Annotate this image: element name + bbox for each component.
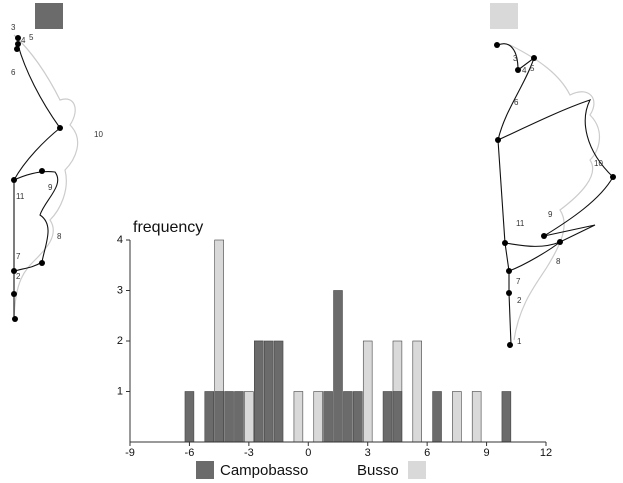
left-specimen-swatch <box>35 3 63 29</box>
legend-label: Busso <box>357 462 399 479</box>
landmark-label: 4 <box>21 36 26 45</box>
left-leaf-outline-campobasso <box>12 38 61 320</box>
landmark-label: 5 <box>29 33 34 42</box>
bar <box>184 391 195 443</box>
bar <box>353 391 363 443</box>
landmark-label: 11 <box>16 192 25 201</box>
right-leaf-outline-campobasso <box>497 43 614 346</box>
bar <box>224 391 234 443</box>
legend-swatch <box>196 461 214 479</box>
landmark-label: 1 <box>517 337 522 346</box>
bar <box>452 391 462 443</box>
bar <box>204 391 214 443</box>
legend-label: Campobasso <box>220 462 308 479</box>
landmark-label: 8 <box>57 232 62 241</box>
bar <box>333 290 343 443</box>
landmark-label: 4 <box>522 66 527 75</box>
landmark-label: 9 <box>548 210 553 219</box>
left-landmark-points <box>11 35 63 322</box>
bar <box>313 391 323 443</box>
landmark-label: 9 <box>48 183 53 192</box>
landmark-label: 10 <box>594 159 603 168</box>
y-axis-label: frequency <box>133 219 203 236</box>
legend-swatch <box>408 461 426 479</box>
landmark-label: 3 <box>11 23 16 32</box>
landmark-label: 11 <box>516 219 525 228</box>
x-tick-label: 3 <box>365 447 371 459</box>
left-leaf-outline-busso <box>13 34 79 321</box>
landmark-label: 2 <box>16 272 21 281</box>
bar <box>234 391 244 443</box>
bar <box>412 340 422 443</box>
landmark-label: 3 <box>513 54 518 63</box>
right-landmark-points <box>494 42 616 348</box>
landmark-label: 7 <box>516 277 521 286</box>
bar <box>244 391 254 443</box>
landmark-label: 5 <box>530 64 535 73</box>
x-tick-label: 6 <box>424 447 430 459</box>
bar <box>263 340 274 443</box>
x-tick-label: -9 <box>125 447 135 459</box>
bar <box>501 391 512 443</box>
x-tick-label: 0 <box>305 447 311 459</box>
bar <box>432 391 442 443</box>
bar <box>392 391 403 443</box>
y-tick-label: 4 <box>117 234 123 246</box>
bar <box>323 391 333 443</box>
bar <box>343 391 353 443</box>
bar <box>471 391 482 443</box>
bar <box>382 391 393 443</box>
landmark-label: 7 <box>16 252 21 261</box>
y-tick-label: 3 <box>117 284 123 296</box>
landmark-label: 2 <box>517 296 522 305</box>
landmark-label: 6 <box>11 68 16 77</box>
right-specimen-swatch <box>490 3 518 29</box>
x-tick-label: -3 <box>244 447 254 459</box>
landmark-label: 8 <box>556 257 561 266</box>
x-tick-label: -6 <box>185 447 195 459</box>
right-leaf-outline-busso <box>509 44 600 341</box>
landmark-label: 6 <box>514 98 519 107</box>
y-tick-label: 1 <box>117 385 123 397</box>
x-tick-label: 9 <box>484 447 490 459</box>
bar <box>214 391 224 443</box>
bar <box>273 340 284 443</box>
bar <box>293 391 304 443</box>
x-tick-label: 12 <box>540 447 552 459</box>
landmark-label: 10 <box>94 130 103 139</box>
bar <box>362 340 373 443</box>
bar <box>254 340 264 443</box>
y-tick-label: 2 <box>117 335 123 347</box>
